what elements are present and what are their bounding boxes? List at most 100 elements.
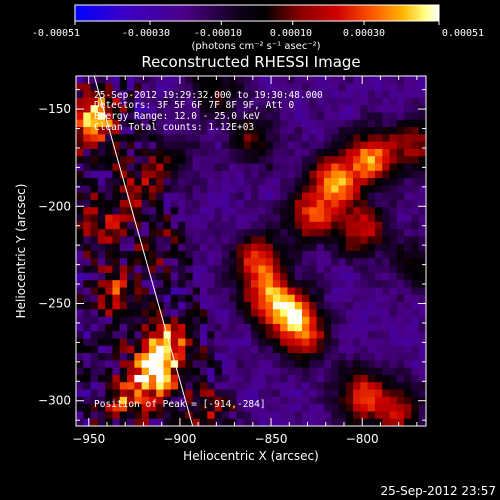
heatmap-cell	[302, 221, 310, 230]
heatmap-cell	[199, 360, 208, 369]
heatmap-cell	[170, 141, 179, 150]
heatmap-cell	[156, 338, 164, 347]
heatmap-cell	[76, 258, 84, 266]
heatmap-cell	[163, 127, 172, 135]
heatmap-cell	[287, 83, 296, 91]
heatmap-cell	[236, 112, 245, 121]
heatmap-cell	[374, 112, 383, 121]
heatmap-cell	[192, 185, 201, 194]
heatmap-cell	[207, 418, 215, 426]
heatmap-cell	[148, 156, 157, 164]
heatmap-cell	[178, 236, 186, 245]
heatmap-cell	[309, 323, 318, 332]
heatmap-cell	[148, 411, 157, 420]
heatmap-cell	[76, 389, 84, 398]
heatmap-cell	[148, 185, 157, 194]
heatmap-cell	[170, 192, 179, 201]
heatmap-cell	[338, 229, 347, 237]
heatmap-cell	[382, 418, 390, 426]
heatmap-cell	[90, 83, 99, 91]
heatmap-cell	[156, 156, 164, 164]
heatmap-cell	[105, 382, 113, 390]
heatmap-cell	[418, 367, 426, 376]
heatmap-cell	[396, 309, 405, 318]
heatmap-cell	[90, 309, 99, 318]
heatmap-cell	[280, 127, 288, 135]
heatmap-cell	[97, 134, 106, 143]
heatmap-cell	[178, 90, 186, 99]
heatmap-cell	[258, 156, 266, 164]
heatmap-cell	[309, 156, 318, 164]
heatmap-cell	[309, 243, 318, 252]
heatmap-cell	[294, 83, 303, 91]
heatmap-cell	[272, 141, 281, 150]
heatmap-cell	[90, 396, 99, 405]
heatmap-cell	[367, 374, 376, 383]
heatmap-cell	[214, 141, 223, 150]
heatmap-cell	[170, 331, 179, 339]
heatmap-cell	[367, 141, 376, 150]
heatmap-cell	[258, 331, 266, 339]
heatmap-cell	[221, 294, 230, 303]
x-tick-label-0: −950	[72, 432, 105, 446]
heatmap-cell	[97, 199, 106, 208]
heatmap-cell	[353, 396, 361, 405]
heatmap-cell	[353, 141, 361, 150]
heatmap-cell	[192, 97, 201, 106]
heatmap-cell	[404, 294, 412, 303]
heatmap-cell	[367, 360, 376, 369]
heatmap-cell	[163, 148, 172, 157]
heatmap-cell	[360, 185, 369, 194]
heatmap-cell	[367, 83, 376, 91]
heatmap-cell	[163, 214, 172, 223]
heatmap-cell	[119, 316, 128, 325]
heatmap-cell	[389, 127, 398, 135]
heatmap-cell	[367, 76, 376, 84]
heatmap-cell	[229, 105, 237, 113]
heatmap-cell	[382, 112, 390, 121]
heatmap-cell	[178, 258, 186, 266]
heatmap-cell	[338, 76, 347, 84]
heatmap-cell	[163, 163, 172, 172]
heatmap-cell	[338, 251, 347, 259]
heatmap-cell	[353, 112, 361, 121]
heatmap-cell	[331, 170, 339, 179]
heatmap-cell	[272, 192, 281, 201]
heatmap-cell	[105, 207, 113, 215]
heatmap-cell	[214, 243, 223, 252]
heatmap-cell	[309, 280, 318, 288]
heatmap-cell	[353, 156, 361, 164]
heatmap-cell	[119, 374, 128, 383]
heatmap-cell	[134, 323, 143, 332]
heatmap-cell	[214, 178, 223, 186]
heatmap-cell	[127, 251, 135, 259]
heatmap-cell	[396, 134, 405, 143]
heatmap-cell	[265, 148, 274, 157]
heatmap-cell	[148, 367, 157, 376]
heatmap-cell	[367, 272, 376, 281]
heatmap-cell	[127, 192, 135, 201]
heatmap-cell	[367, 287, 376, 296]
heatmap-cell	[367, 148, 376, 157]
heatmap-cell	[134, 353, 143, 361]
heatmap-cell	[214, 185, 223, 194]
heatmap-cell	[97, 148, 106, 157]
heatmap-cell	[404, 404, 412, 412]
heatmap-cell	[323, 302, 332, 310]
heatmap-cell	[105, 353, 113, 361]
heatmap-cell	[83, 134, 91, 143]
heatmap-cell	[97, 258, 106, 266]
heatmap-cell	[178, 76, 186, 84]
heatmap-cell	[367, 185, 376, 194]
heatmap-cell	[105, 97, 113, 106]
heatmap-cell	[338, 316, 347, 325]
heatmap-cell	[243, 192, 252, 201]
heatmap-cell	[258, 229, 266, 237]
heatmap-cell	[90, 192, 99, 201]
heatmap-cell	[265, 323, 274, 332]
heatmap-cell	[331, 97, 339, 106]
heatmap-cell	[163, 309, 172, 318]
heatmap-cell	[360, 156, 369, 164]
heatmap-cell	[265, 170, 274, 179]
heatmap-cell	[127, 221, 135, 230]
